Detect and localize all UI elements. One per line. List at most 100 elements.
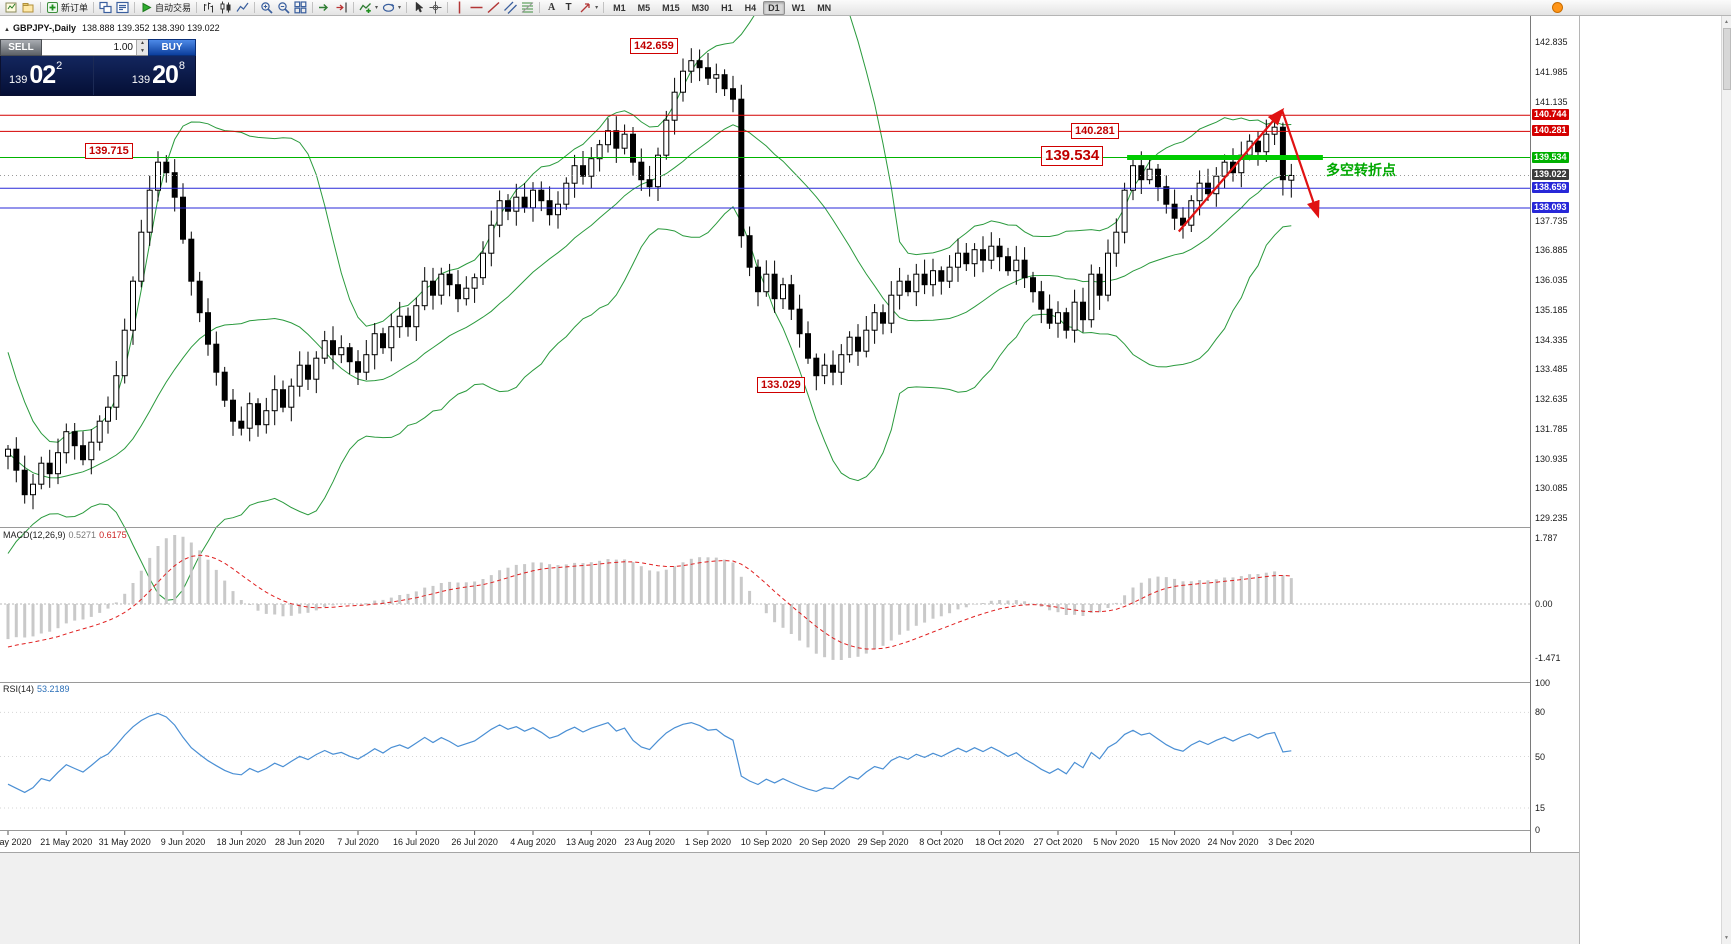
timeframe-button-H4[interactable]: H4 (744, 2, 757, 13)
indicators-icon (359, 1, 372, 14)
stepper-up-icon[interactable]: ▲ (137, 40, 148, 48)
bar-chart-button[interactable] (201, 1, 216, 15)
zoom-in-button[interactable] (259, 1, 274, 15)
scroll-up-icon[interactable]: ▲ (1724, 19, 1729, 25)
svg-text:18 Jun 2020: 18 Jun 2020 (217, 837, 267, 847)
symbol-period-label: GBPJPY-,Daily (12, 23, 76, 33)
axis-label: 130.935 (1535, 453, 1568, 464)
alert-icon (1551, 1, 1564, 14)
axis-label: 1.787 (1535, 532, 1558, 543)
vertical-scrollbar[interactable]: ▲ ▼ (1721, 16, 1731, 944)
ohlc-values: 138.888 139.352 138.390 139.022 (81, 23, 220, 33)
timeframe-button-M15[interactable]: M15 (662, 2, 680, 13)
trend-arrows[interactable] (1177, 107, 1320, 233)
profiles-icon (22, 1, 35, 14)
axis-label: 141.135 (1535, 96, 1568, 107)
axis-label: 134.335 (1535, 334, 1568, 345)
cycles-button[interactable]: ▾ (381, 1, 402, 15)
svg-text:26 Jul 2020: 26 Jul 2020 (451, 837, 498, 847)
zoom-out-button[interactable] (276, 1, 291, 15)
arrows-button[interactable]: ▾ (578, 1, 599, 15)
equidistant-channel-button[interactable] (503, 1, 518, 15)
chevron-down-icon: ▾ (398, 5, 402, 11)
crosshair-button[interactable] (428, 1, 443, 15)
svg-text:21 May 2020: 21 May 2020 (40, 837, 92, 847)
cursor-button[interactable] (411, 1, 426, 15)
chart-windows-button[interactable] (98, 1, 113, 15)
new-chart-button[interactable] (4, 1, 19, 15)
toolbar-separator (93, 2, 95, 13)
profiles-button[interactable] (21, 1, 36, 15)
autotrading-button[interactable]: 自动交易 (139, 1, 192, 15)
tile-windows-button[interactable] (293, 1, 308, 15)
toolbar-separator (447, 2, 449, 13)
axis-label: 50 (1535, 751, 1546, 762)
price-chart-canvas[interactable]: 2 May 2020 21 May 2020 31 May 2020 9 Jun 20… (0, 16, 1530, 852)
indicators-button[interactable]: ▾ (358, 1, 379, 15)
price-axis-badge: 139.534 (1532, 151, 1569, 163)
equidistant-channel-icon (504, 1, 518, 14)
price-label-annotation: 140.281 (1071, 123, 1119, 139)
text-button[interactable]: A (544, 1, 559, 15)
trade-controls-row: SELL 1.00 ▲ ▼ BUY (0, 39, 196, 56)
trendline-button[interactable] (486, 1, 501, 15)
scrollbar-thumb[interactable] (1723, 28, 1731, 90)
macd-signal-line (7, 554, 1292, 650)
axis-label: 0.00 (1535, 599, 1553, 609)
candlestick-chart-button[interactable] (218, 1, 233, 15)
stepper-down-icon[interactable]: ▼ (137, 47, 148, 55)
new-order-button[interactable]: 新订单 (45, 1, 89, 15)
timeframe-button-M30[interactable]: M30 (691, 2, 710, 13)
cursor-icon (412, 1, 425, 14)
timeframe-button-D1[interactable]: D1 (763, 0, 785, 15)
alert-button[interactable] (1550, 1, 1565, 15)
scroll-down-icon[interactable]: ▼ (1724, 935, 1729, 941)
toolbar-separator (539, 2, 541, 13)
chart-shift-button[interactable] (334, 1, 349, 15)
chart-list-button[interactable] (115, 1, 130, 15)
svg-text:27 Oct 2020: 27 Oct 2020 (1033, 837, 1082, 847)
timeframe-button-M5[interactable]: M5 (637, 2, 651, 13)
chart-area[interactable]: 2 May 2020 21 May 2020 31 May 2020 9 Jun 20… (0, 16, 1530, 852)
line-chart-button[interactable] (235, 1, 250, 15)
sell-button[interactable]: SELL (0, 39, 42, 56)
horizontal-line-button[interactable] (469, 1, 484, 15)
text-label-icon: T (565, 2, 572, 13)
price-label-annotation: 142.659 (630, 38, 678, 54)
fibonacci-button[interactable] (520, 1, 535, 15)
vertical-line-button[interactable] (452, 1, 467, 15)
axis-label: -1.471 (1535, 653, 1561, 664)
volume-field[interactable]: 1.00 ▲ ▼ (42, 39, 148, 56)
svg-text:18 Oct 2020: 18 Oct 2020 (975, 837, 1024, 847)
auto-scroll-button[interactable] (317, 1, 332, 15)
panel-separators (0, 527, 1530, 831)
price-label-annotation: 139.534 (1041, 146, 1104, 166)
macd-label: MACD(12,26,9) 0.5271 0.6175 (3, 530, 127, 540)
timeframe-button-M1[interactable]: M1 (613, 2, 626, 13)
svg-text:24 Nov 2020: 24 Nov 2020 (1207, 837, 1258, 847)
volume-stepper[interactable]: ▲ ▼ (136, 40, 148, 55)
toolbar-button-label: 新订单 (61, 3, 89, 13)
bar-chart-icon (202, 1, 215, 14)
svg-text:28 Jun 2020: 28 Jun 2020 (275, 837, 325, 847)
svg-text:4 Aug 2020: 4 Aug 2020 (510, 837, 556, 847)
text-label-button[interactable]: T (561, 1, 576, 15)
trendline-icon (487, 1, 500, 14)
autotrading-icon (140, 1, 153, 14)
timeframe-button-W1[interactable]: W1 (791, 2, 806, 13)
buy-button[interactable]: BUY (148, 39, 196, 56)
chevron-down-icon: ▾ (375, 5, 379, 11)
rsi-line (7, 712, 1292, 794)
axis-label: 80 (1535, 707, 1546, 718)
rsi-name: RSI(14) (3, 684, 35, 694)
axis-label: 136.885 (1535, 245, 1568, 256)
collapse-triangle-icon[interactable]: ▲ (4, 27, 10, 33)
bid-prefix: 139 (9, 74, 28, 86)
axis-label: 130.085 (1535, 483, 1568, 494)
price-label-annotation: 133.029 (757, 377, 805, 393)
svg-text:31 May 2020: 31 May 2020 (99, 837, 151, 847)
macd-value: 0.5271 (68, 530, 97, 540)
timeframe-button-H1[interactable]: H1 (721, 2, 733, 13)
timeframe-button-MN[interactable]: MN (817, 2, 832, 13)
bid-main: 02 (29, 61, 56, 89)
